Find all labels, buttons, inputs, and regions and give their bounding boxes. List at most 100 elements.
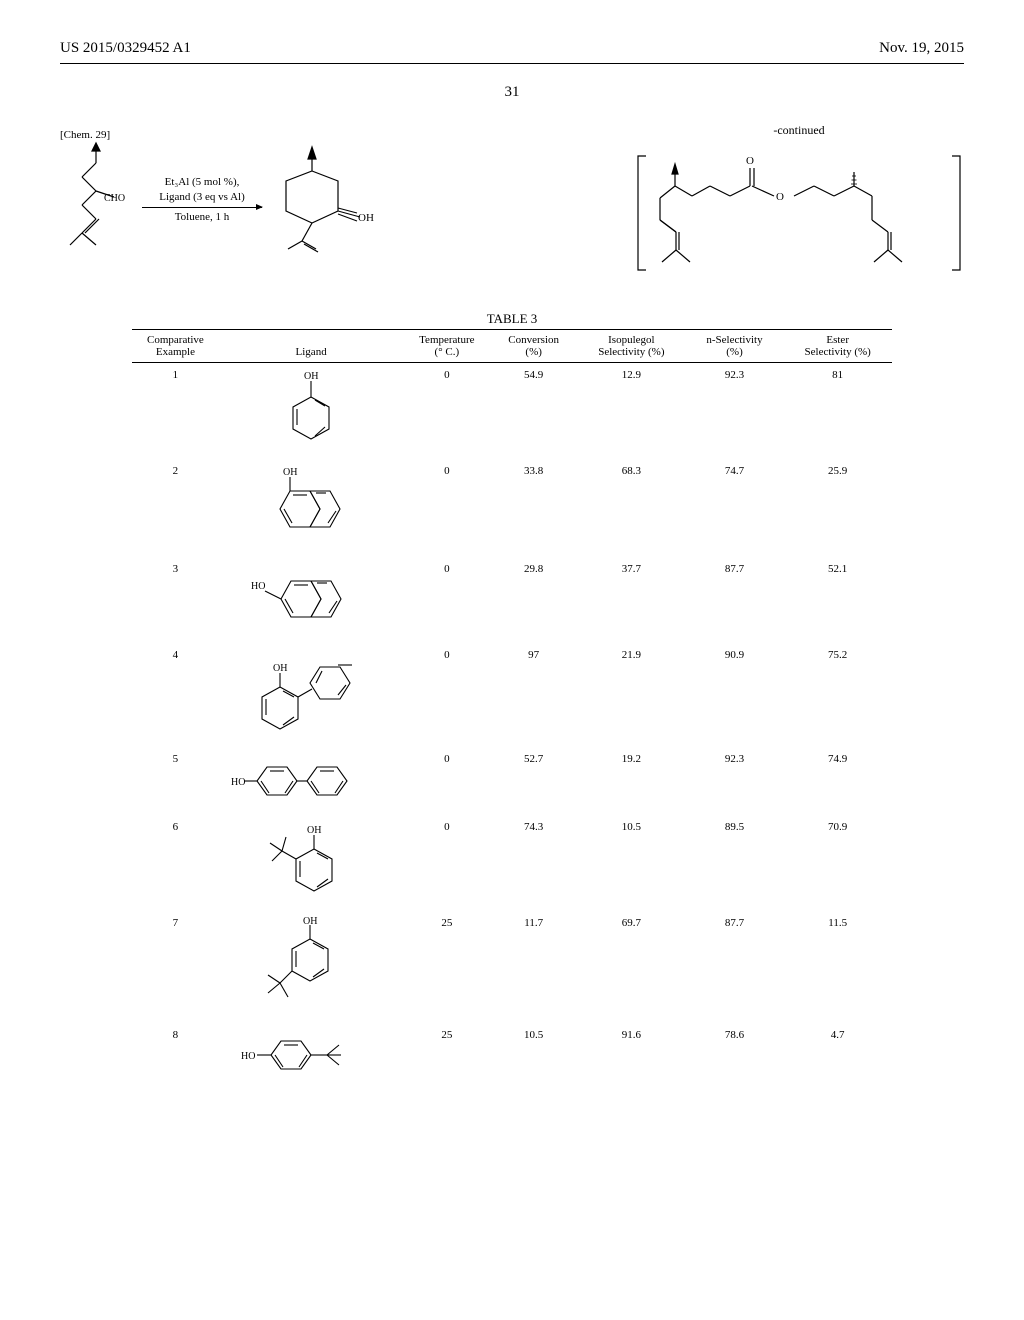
cell-nsel: 89.5 bbox=[686, 815, 784, 911]
cell-iso: 68.3 bbox=[577, 459, 686, 557]
cell-nsel: 78.6 bbox=[686, 1023, 784, 1089]
cell-example: 7 bbox=[132, 911, 219, 1023]
cell-temp: 25 bbox=[403, 911, 490, 1023]
ligand-2-phenylphenol: OH bbox=[246, 647, 376, 743]
cond-line-2: Ligand (3 eq vs Al) bbox=[142, 190, 262, 205]
cell-conv: 11.7 bbox=[490, 911, 577, 1023]
cell-ester: 52.1 bbox=[783, 557, 892, 643]
patent-number: US 2015/0329452 A1 bbox=[60, 40, 191, 57]
cell-ester: 70.9 bbox=[783, 815, 892, 911]
cell-ligand: OH bbox=[219, 459, 404, 557]
ligand-2-tbu-phenol: OH bbox=[256, 819, 366, 907]
page-header: US 2015/0329452 A1 Nov. 19, 2015 bbox=[60, 40, 964, 57]
cell-conv: 97 bbox=[490, 643, 577, 747]
scheme-right: -continued bbox=[634, 123, 964, 287]
cell-iso: 10.5 bbox=[577, 815, 686, 911]
cell-nsel: 87.7 bbox=[686, 911, 784, 1023]
cell-ester: 75.2 bbox=[783, 643, 892, 747]
ligand-1-naphthol: OH bbox=[256, 463, 366, 553]
svg-text:OH: OH bbox=[304, 371, 318, 382]
th-temp: Temperature (° C.) bbox=[403, 330, 490, 363]
svg-text:HO: HO bbox=[251, 581, 265, 592]
table-header-row: Comparative Example Ligand Temperature (… bbox=[132, 330, 892, 363]
structure-ester-bracketed: O O bbox=[634, 142, 964, 282]
cell-conv: 52.7 bbox=[490, 747, 577, 815]
cell-temp: 0 bbox=[403, 643, 490, 747]
cell-temp: 0 bbox=[403, 747, 490, 815]
cell-example: 6 bbox=[132, 815, 219, 911]
cell-conv: 10.5 bbox=[490, 1023, 577, 1089]
th-example: Comparative Example bbox=[132, 330, 219, 363]
structure-citronellal: CHO bbox=[60, 141, 132, 259]
header-rule bbox=[60, 63, 964, 64]
cell-nsel: 74.7 bbox=[686, 459, 784, 557]
svg-text:OH: OH bbox=[273, 663, 287, 674]
ligand-4-tbu-phenol: HO bbox=[241, 1027, 381, 1085]
cell-nsel: 87.7 bbox=[686, 557, 784, 643]
svg-text:OH: OH bbox=[358, 212, 374, 224]
cell-ligand: OH bbox=[219, 815, 404, 911]
cond-line-1: Et₃Al (5 mol %), bbox=[142, 175, 262, 190]
svg-text:O: O bbox=[746, 155, 754, 167]
cell-conv: 74.3 bbox=[490, 815, 577, 911]
cell-ligand: OH bbox=[219, 363, 404, 460]
svg-text:O: O bbox=[776, 191, 784, 203]
cell-ester: 25.9 bbox=[783, 459, 892, 557]
ligand-2-naphthol: HO bbox=[251, 561, 371, 639]
scheme-left-block: [Chem. 29] CHO bbox=[60, 123, 382, 259]
table-title: TABLE 3 bbox=[132, 311, 892, 327]
cell-temp: 0 bbox=[403, 815, 490, 911]
table-row: 4 bbox=[132, 643, 892, 747]
th-iso: Isopulegol Selectivity (%) bbox=[577, 330, 686, 363]
reaction-schemes: [Chem. 29] CHO bbox=[60, 123, 964, 287]
cell-ligand: HO bbox=[219, 1023, 404, 1089]
cell-iso: 69.7 bbox=[577, 911, 686, 1023]
cell-ester: 4.7 bbox=[783, 1023, 892, 1089]
cell-temp: 0 bbox=[403, 363, 490, 460]
chem-label: [Chem. 29] bbox=[60, 129, 382, 141]
svg-text:HO: HO bbox=[231, 777, 245, 788]
cell-temp: 0 bbox=[403, 557, 490, 643]
cell-ester: 11.5 bbox=[783, 911, 892, 1023]
cell-conv: 29.8 bbox=[490, 557, 577, 643]
cell-temp: 0 bbox=[403, 459, 490, 557]
cell-ester: 74.9 bbox=[783, 747, 892, 815]
cell-example: 4 bbox=[132, 643, 219, 747]
cell-iso: 91.6 bbox=[577, 1023, 686, 1089]
cell-iso: 12.9 bbox=[577, 363, 686, 460]
cell-example: 5 bbox=[132, 747, 219, 815]
cell-temp: 25 bbox=[403, 1023, 490, 1089]
th-ester: Ester Selectivity (%) bbox=[783, 330, 892, 363]
cell-example: 3 bbox=[132, 557, 219, 643]
table-row: 6 bbox=[132, 815, 892, 911]
ligand-4-phenylphenol: HO bbox=[231, 751, 391, 811]
cell-ligand: OH bbox=[219, 643, 404, 747]
ligand-3-tbu-phenol: OH bbox=[256, 915, 366, 1019]
table-row: 2 OH 0 bbox=[132, 459, 892, 557]
ligand-phenol: OH bbox=[271, 367, 351, 455]
scheme-left: CHO Et₃Al (5 mol %), Ligand (3 eq vs Al)… bbox=[60, 141, 382, 259]
cell-example: 2 bbox=[132, 459, 219, 557]
cell-nsel: 92.3 bbox=[686, 363, 784, 460]
table-row: 7 bbox=[132, 911, 892, 1023]
th-nsel: n-Selectivity (%) bbox=[686, 330, 784, 363]
cell-example: 8 bbox=[132, 1023, 219, 1089]
cell-ligand: OH bbox=[219, 911, 404, 1023]
th-conv: Conversion (%) bbox=[490, 330, 577, 363]
cell-iso: 37.7 bbox=[577, 557, 686, 643]
continued-label: -continued bbox=[634, 123, 964, 138]
reaction-conditions: Et₃Al (5 mol %), Ligand (3 eq vs Al) Tol… bbox=[142, 175, 262, 225]
svg-text:OH: OH bbox=[307, 825, 321, 836]
cell-iso: 19.2 bbox=[577, 747, 686, 815]
cell-nsel: 92.3 bbox=[686, 747, 784, 815]
cell-example: 1 bbox=[132, 363, 219, 460]
structure-isopulegol: OH bbox=[272, 141, 382, 259]
cell-ligand: HO bbox=[219, 747, 404, 815]
cell-nsel: 90.9 bbox=[686, 643, 784, 747]
table-3: TABLE 3 Comparative Example Ligand Tempe… bbox=[132, 311, 892, 1089]
table-row: 3 HO 0 bbox=[132, 557, 892, 643]
cell-conv: 33.8 bbox=[490, 459, 577, 557]
page-number: 31 bbox=[60, 84, 964, 101]
svg-text:HO: HO bbox=[241, 1051, 255, 1062]
cond-line-3: Toluene, 1 h bbox=[142, 210, 262, 225]
